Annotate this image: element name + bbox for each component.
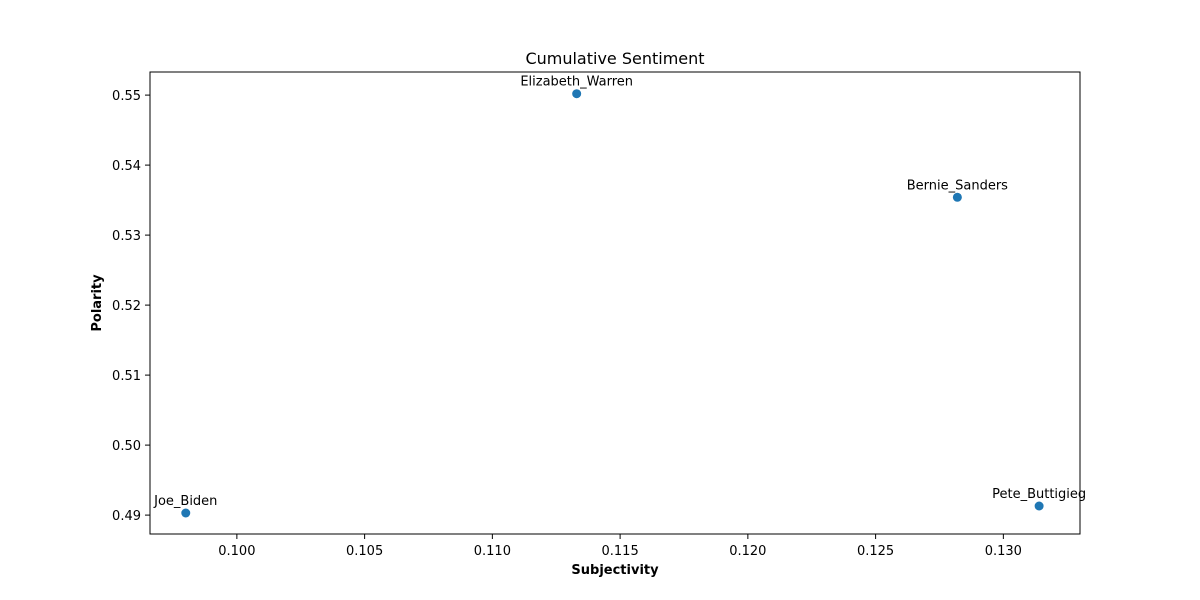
x-tick-label: 0.100	[218, 544, 255, 559]
x-tick-label: 0.125	[857, 544, 894, 559]
point-label: Joe_Biden	[153, 494, 217, 509]
y-tick-label: 0.49	[112, 509, 141, 524]
x-tick-label: 0.110	[474, 544, 511, 559]
data-points: Elizabeth_Warren Bernie_Sanders Joe_Biden P…	[153, 75, 1086, 518]
point-label: Elizabeth_Warren	[520, 75, 633, 90]
chart-title: Cumulative Sentiment	[525, 49, 704, 68]
y-axis-ticks: 0.49 0.50 0.51 0.52 0.53 0.54 0.55	[112, 89, 150, 524]
y-tick-label: 0.55	[112, 89, 141, 104]
x-tick-label: 0.115	[602, 544, 639, 559]
plot-area-frame	[149, 71, 1081, 535]
x-tick-label: 0.105	[346, 544, 383, 559]
y-axis-label: Polarity	[90, 274, 105, 332]
y-tick-label: 0.53	[112, 229, 141, 244]
scatter-point	[572, 89, 582, 99]
x-axis-ticks: 0.100 0.105 0.110 0.115 0.120 0.125 0.130	[218, 534, 1022, 559]
x-axis-label: Subjectivity	[571, 563, 659, 578]
x-tick-label: 0.120	[729, 544, 766, 559]
point-label: Pete_Buttigieg	[992, 487, 1086, 502]
scatter-point	[952, 192, 962, 202]
y-tick-label: 0.50	[112, 439, 141, 454]
scatter-point	[1034, 501, 1044, 511]
scatter-point	[181, 508, 191, 518]
y-tick-label: 0.54	[112, 159, 141, 174]
y-tick-label: 0.52	[112, 299, 141, 314]
point-label: Bernie_Sanders	[907, 178, 1008, 193]
y-tick-label: 0.51	[112, 369, 141, 384]
x-tick-label: 0.130	[985, 544, 1022, 559]
